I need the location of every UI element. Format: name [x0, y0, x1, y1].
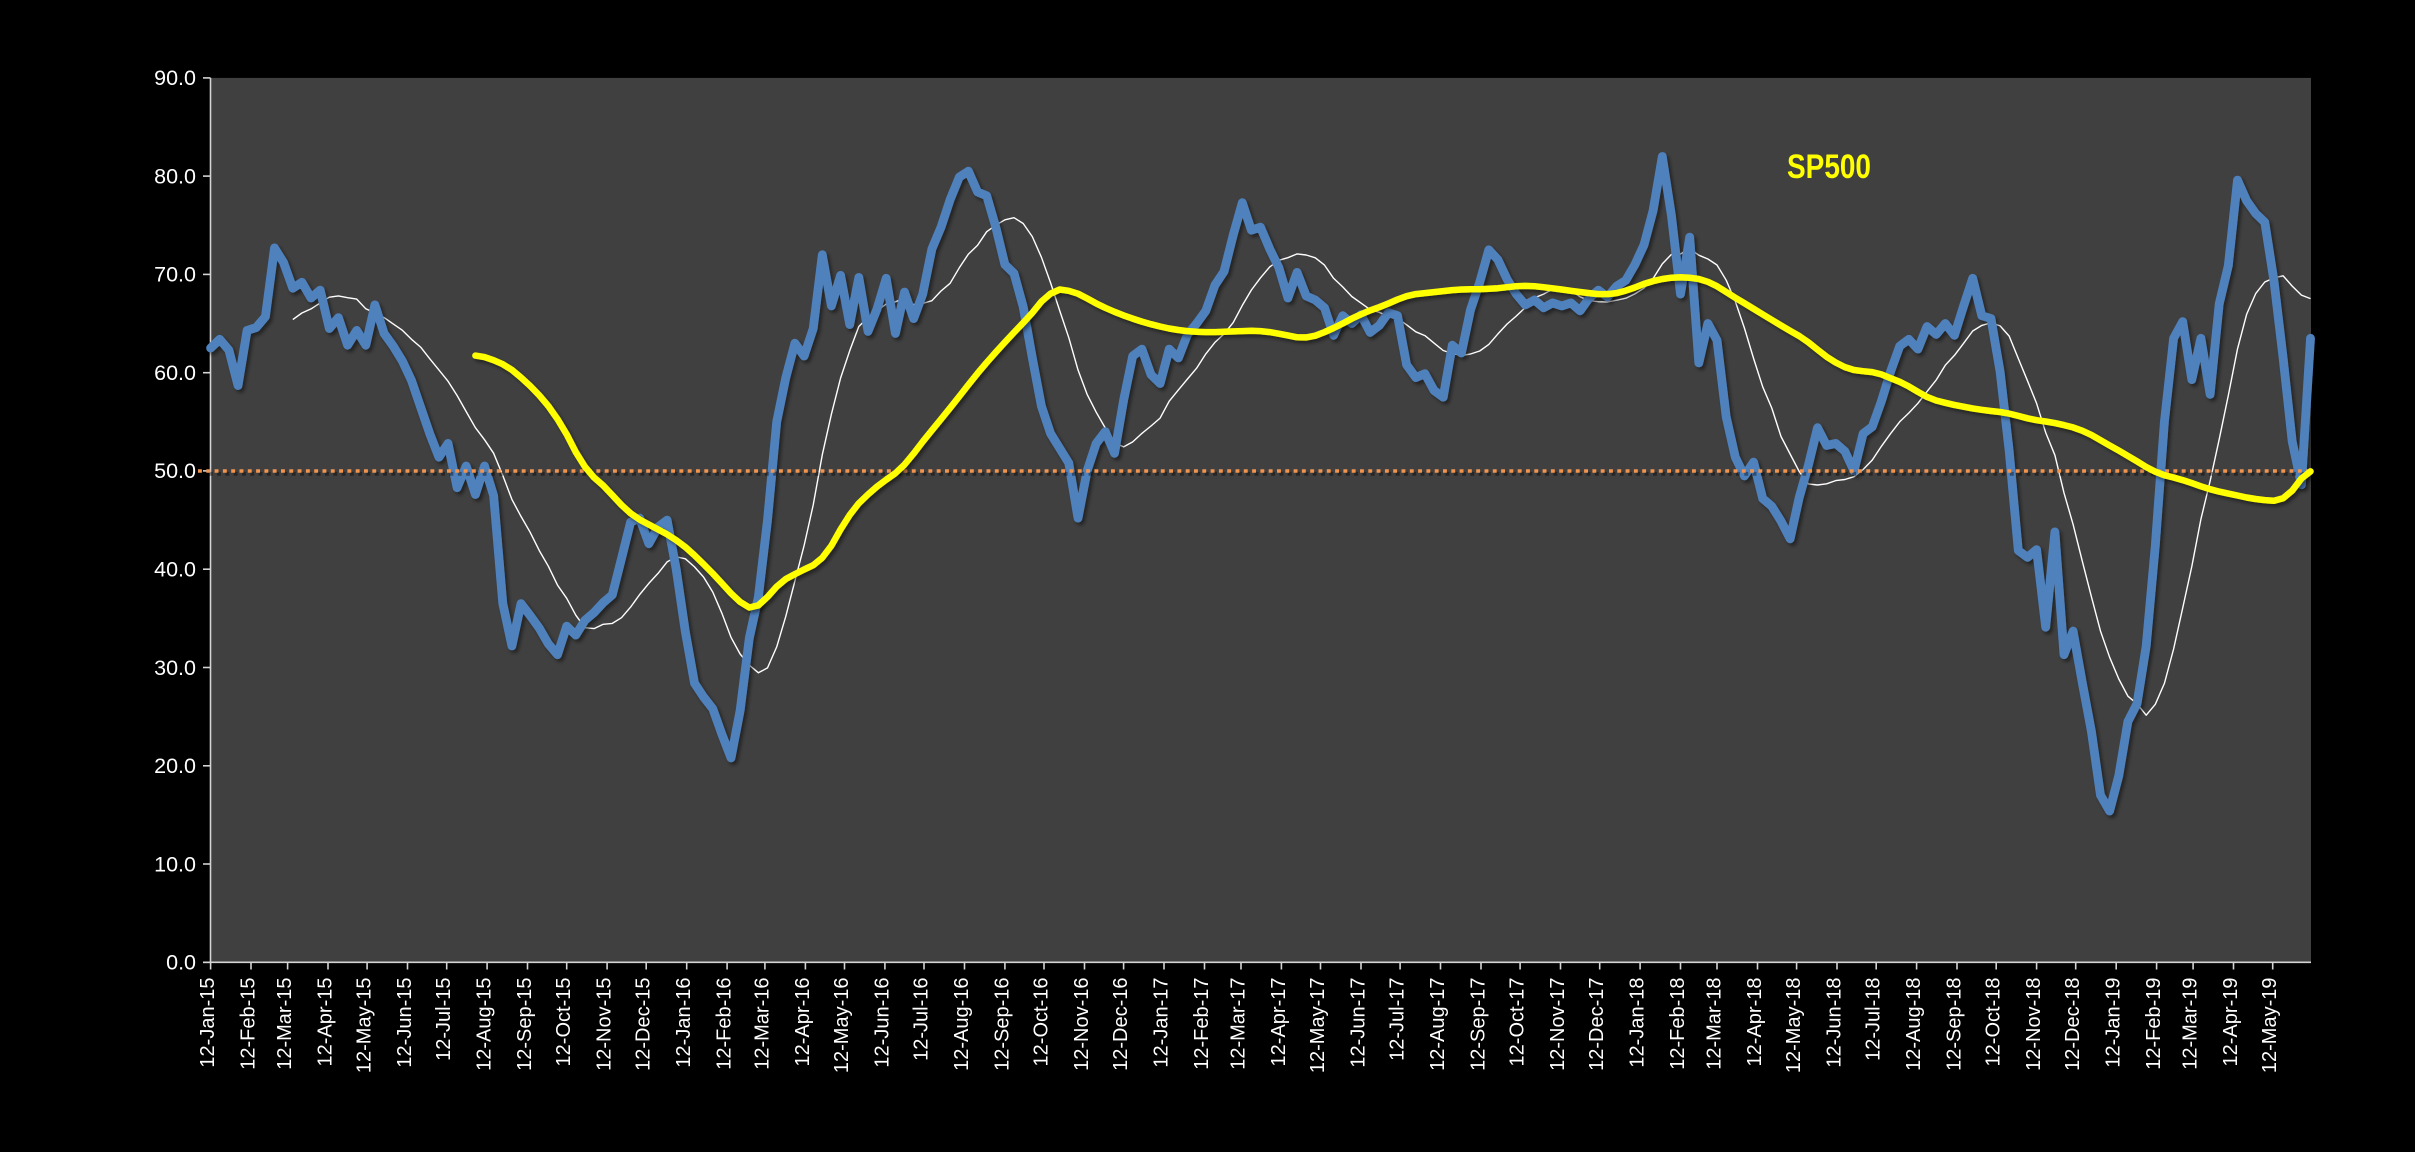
svg-text:12-Jan-18: 12-Jan-18 [1627, 978, 1649, 1068]
svg-text:90.0: 90.0 [154, 66, 196, 90]
svg-text:12-Nov-16: 12-Nov-16 [1071, 978, 1093, 1071]
svg-text:12-Apr-18: 12-Apr-18 [1744, 978, 1766, 1067]
svg-text:12-Nov-15: 12-Nov-15 [594, 978, 616, 1071]
svg-text:12-Feb-16: 12-Feb-16 [714, 978, 736, 1070]
svg-text:12-Nov-17: 12-Nov-17 [1547, 978, 1569, 1071]
svg-text:12-Apr-16: 12-Apr-16 [792, 978, 814, 1067]
svg-text:12-Apr-15: 12-Apr-15 [315, 978, 337, 1067]
svg-text:60.0: 60.0 [154, 361, 196, 385]
svg-text:12-Dec-16: 12-Dec-16 [1110, 978, 1132, 1071]
svg-text:12-Aug-16: 12-Aug-16 [951, 978, 973, 1071]
svg-text:12-May-16: 12-May-16 [831, 978, 853, 1074]
svg-text:12-Mar-16: 12-Mar-16 [751, 978, 773, 1070]
svg-text:12-May-17: 12-May-17 [1307, 978, 1329, 1074]
svg-text:12-Aug-18: 12-Aug-18 [1903, 978, 1925, 1071]
svg-text:12-Apr-19: 12-Apr-19 [2220, 978, 2242, 1067]
svg-text:12-Mar-17: 12-Mar-17 [1228, 978, 1250, 1070]
svg-text:12-Jul-18: 12-Jul-18 [1863, 978, 1885, 1061]
svg-text:12-Dec-15: 12-Dec-15 [633, 978, 655, 1071]
svg-text:12-Oct-17: 12-Oct-17 [1507, 978, 1529, 1067]
svg-text:12-Jun-15: 12-Jun-15 [394, 978, 416, 1068]
svg-text:12-Sep-18: 12-Sep-18 [1944, 978, 1966, 1071]
svg-text:12-Feb-15: 12-Feb-15 [238, 978, 260, 1070]
svg-text:12-Dec-17: 12-Dec-17 [1586, 978, 1608, 1071]
svg-text:30.0: 30.0 [154, 656, 196, 680]
svg-text:12-May-15: 12-May-15 [354, 978, 376, 1074]
svg-text:12-Jun-17: 12-Jun-17 [1348, 978, 1370, 1068]
svg-text:12-Sep-16: 12-Sep-16 [991, 978, 1013, 1071]
svg-text:SP500: SP500 [1787, 148, 1871, 186]
svg-text:12-Aug-17: 12-Aug-17 [1427, 978, 1449, 1071]
svg-text:12-Jul-17: 12-Jul-17 [1387, 978, 1409, 1061]
svg-text:12-Jun-18: 12-Jun-18 [1824, 978, 1846, 1068]
svg-text:10.0: 10.0 [154, 852, 196, 876]
svg-text:12-Feb-18: 12-Feb-18 [1667, 978, 1689, 1070]
svg-text:12-Sep-15: 12-Sep-15 [514, 978, 536, 1071]
svg-text:12-Jan-15: 12-Jan-15 [197, 978, 219, 1068]
svg-text:12-Oct-16: 12-Oct-16 [1031, 978, 1053, 1067]
svg-text:12-Jul-15: 12-Jul-15 [433, 978, 455, 1061]
svg-text:12-Feb-17: 12-Feb-17 [1191, 978, 1213, 1070]
svg-text:20.0: 20.0 [154, 754, 196, 778]
svg-text:12-Oct-18: 12-Oct-18 [1983, 978, 2005, 1067]
svg-text:70.0: 70.0 [154, 263, 196, 287]
svg-text:12-Nov-18: 12-Nov-18 [2023, 978, 2045, 1071]
svg-text:12-Jan-17: 12-Jan-17 [1151, 978, 1173, 1068]
svg-text:12-Jan-19: 12-Jan-19 [2103, 978, 2125, 1068]
svg-text:12-Dec-18: 12-Dec-18 [2062, 978, 2084, 1071]
svg-text:12-Mar-15: 12-Mar-15 [274, 978, 296, 1070]
svg-text:12-Jan-16: 12-Jan-16 [673, 978, 695, 1068]
svg-text:12-Jul-16: 12-Jul-16 [911, 978, 933, 1061]
svg-text:40.0: 40.0 [154, 558, 196, 582]
svg-text:12-Mar-18: 12-Mar-18 [1704, 978, 1726, 1070]
svg-text:12-May-18: 12-May-18 [1783, 978, 1805, 1074]
svg-text:12-May-19: 12-May-19 [2259, 978, 2281, 1074]
svg-text:12-Mar-19: 12-Mar-19 [2180, 978, 2202, 1070]
svg-text:12-Oct-15: 12-Oct-15 [553, 978, 575, 1067]
svg-text:12-Feb-19: 12-Feb-19 [2143, 978, 2165, 1070]
svg-text:12-Apr-17: 12-Apr-17 [1268, 978, 1290, 1067]
svg-text:80.0: 80.0 [154, 164, 196, 188]
svg-text:0.0: 0.0 [166, 951, 196, 975]
svg-text:50.0: 50.0 [154, 459, 196, 483]
svg-text:12-Sep-17: 12-Sep-17 [1468, 978, 1490, 1071]
svg-text:12-Aug-15: 12-Aug-15 [474, 978, 496, 1071]
svg-text:12-Jun-16: 12-Jun-16 [871, 978, 893, 1068]
